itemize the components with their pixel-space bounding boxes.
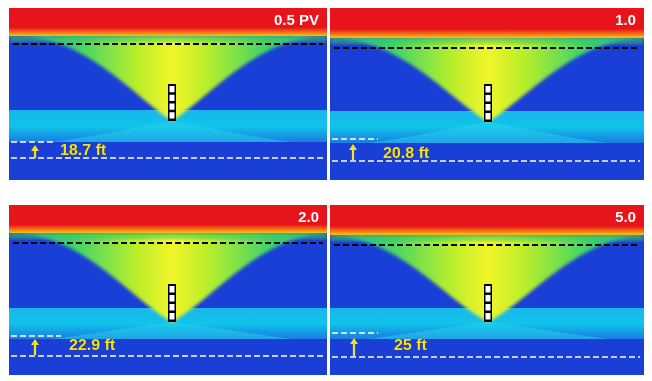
arrow-head [31, 145, 39, 151]
pore-volume-label: 2.0 [298, 209, 319, 226]
gas-cone [16, 233, 327, 322]
panel-0-5-pv: 0.5 PV 18.7 ft [9, 8, 327, 180]
gas-cone [336, 38, 640, 122]
coning-simulation-2-0-pv [9, 205, 327, 375]
well-casing [484, 84, 492, 122]
well-perforation [169, 103, 175, 110]
pore-volume-label: 1.0 [615, 12, 636, 29]
pore-volume-label: 0.5 PV [273, 12, 319, 29]
panel-2-0-pv: 2.0 22.9 ft [9, 205, 327, 375]
coning-simulation-1-0-pv [330, 8, 644, 180]
pore-volume-label: 5.0 [615, 209, 636, 226]
gas-oil-transition [330, 34, 644, 44]
gas-oil-transition [9, 32, 327, 42]
water-cone [368, 322, 608, 339]
well-perforations [168, 284, 176, 322]
cone-rise-arrow [31, 145, 39, 158]
well-perforation [169, 295, 175, 302]
well-perforation [169, 304, 175, 311]
well-perforation [485, 304, 491, 311]
well-perforation [485, 295, 491, 302]
water-cone [368, 122, 608, 143]
panel-5-0-pv: 5.0 25 ft [330, 205, 644, 375]
cone-rise-arrow [349, 144, 357, 160]
well-perforation [169, 286, 175, 293]
cone-height-label: 22.9 ft [69, 337, 116, 354]
cone-height-label: 20.8 ft [383, 145, 430, 162]
gas-cap [330, 205, 644, 235]
well-perforation [169, 86, 175, 93]
arrow-head [349, 144, 357, 150]
gas-cap [9, 8, 327, 36]
water-cone [52, 322, 292, 339]
well-perforation [485, 286, 491, 293]
well-perforation [169, 313, 175, 320]
cone-rise-arrow [350, 338, 358, 356]
coning-simulation-5-0-pv [330, 205, 644, 375]
well-perforation [485, 113, 491, 120]
gas-cap [9, 205, 327, 233]
well-perforations [168, 84, 176, 121]
well-perforation [485, 104, 491, 111]
arrow-head [31, 339, 39, 345]
well-perforation [485, 95, 491, 102]
well-perforation [485, 313, 491, 320]
cone-height-label: 25 ft [394, 337, 427, 354]
well-perforation [485, 86, 491, 93]
gas-cap [330, 8, 644, 38]
gas-oil-transition [9, 229, 327, 239]
panel-1-0-pv: 1.0 20.8 ft [330, 8, 644, 180]
well-casing [484, 284, 492, 322]
well-casing [168, 84, 176, 121]
cone-height-label: 18.7 ft [60, 142, 107, 159]
gas-oil-transition [330, 231, 644, 241]
cone-rise-arrow [31, 339, 39, 355]
gas-cone [330, 235, 644, 322]
water-cone [52, 121, 292, 142]
arrow-head [350, 338, 358, 344]
well-perforation [169, 112, 175, 119]
well-perforation [169, 94, 175, 101]
well-perforations [484, 84, 492, 122]
coning-simulation-0-5-pv [9, 8, 327, 180]
gas-cone [22, 36, 322, 121]
well-casing [168, 284, 176, 322]
well-perforations [484, 284, 492, 322]
